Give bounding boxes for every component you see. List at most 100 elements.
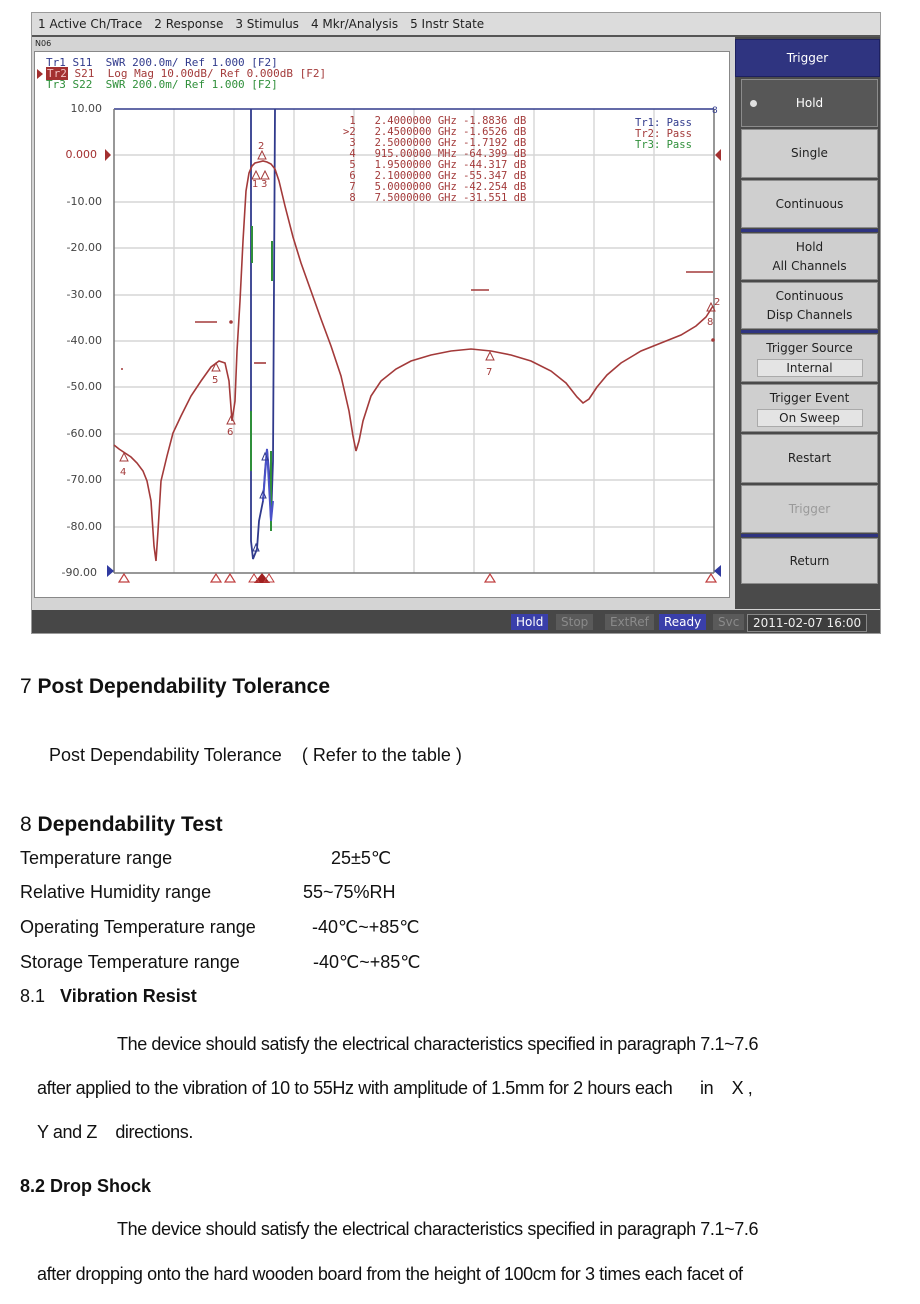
svg-text:5: 5: [212, 375, 218, 386]
status-svc: Svc: [713, 614, 745, 630]
y-tick: 10.00: [70, 102, 103, 115]
svg-text:3 2.5000000 GHz -1.7192 dB: 3 2.5000000 GHz -1.7192 dB: [343, 137, 526, 149]
softkey-restart[interactable]: Restart: [741, 434, 878, 483]
menu-instr-state[interactable]: 5 Instr State: [410, 17, 485, 31]
vna-screen: 1 Active Ch/Trace 2 Response 3 Stimulus …: [31, 12, 881, 634]
svg-text:>2 2.4500000 GHz -1.6526 dB: >2 2.4500000 GHz -1.6526 dB: [343, 126, 526, 138]
svg-text:Tr2: Pass: Tr2: Pass: [635, 128, 692, 140]
paragraph-line: The device should satisfy the electrical…: [117, 1219, 759, 1239]
section-number: 8: [20, 813, 32, 836]
trace-1-swr: [250, 108, 276, 560]
trace-1-id: Tr1: [46, 56, 66, 69]
section-8-1-heading: 8.1 Vibration Resist: [20, 986, 197, 1007]
trace-2-header[interactable]: Tr2 S21 Log Mag 10.00dB/ Ref 0.000dB [F2…: [46, 67, 327, 80]
section-8-2-heading: 8.2 Drop Shock: [20, 1176, 152, 1196]
softkey-single[interactable]: Single: [741, 129, 878, 178]
svg-text:2: 2: [258, 141, 264, 152]
section-title: Vibration Resist: [60, 986, 197, 1006]
section-title: Post Dependability Tolerance: [37, 675, 331, 698]
status-hold: Hold: [511, 614, 549, 630]
status-extref: ExtRef: [605, 614, 654, 630]
ref-level-arrow-icon: [105, 149, 111, 161]
paragraph-line: Y and Z directions.: [37, 1122, 193, 1142]
softkey-label: Hold: [795, 95, 824, 110]
svg-text:2: 2: [714, 297, 720, 308]
softkey-hold[interactable]: Hold: [741, 79, 878, 127]
svg-text:Tr3: Pass: Tr3: Pass: [635, 139, 692, 151]
trace-1-settings: S11 SWR 200.0m/ Ref 1.000 [F2]: [65, 56, 278, 69]
marker-position-indicators: [117, 572, 718, 583]
plot-grid: [114, 109, 714, 573]
y-tick: -30.00: [66, 288, 102, 301]
trigger-event-value: On Sweep: [756, 409, 863, 427]
status-datetime: 2011-02-07 16:00: [747, 614, 868, 632]
spec-value: 55~75%RH: [303, 882, 396, 902]
svg-text:6: 6: [227, 427, 233, 438]
scale-bottom-arrow-icon: [107, 565, 114, 577]
softkey-label: Continuous: [775, 288, 844, 303]
svg-text:3: 3: [261, 179, 267, 190]
spec-value: -40℃~+85℃: [313, 952, 421, 972]
y-tick: -40.00: [66, 334, 102, 347]
softkey-label: All Channels: [772, 258, 847, 273]
menu-stimulus[interactable]: 3 Stimulus: [235, 17, 299, 31]
trace-3-header[interactable]: Tr3 S22 SWR 200.0m/ Ref 1.000 [F2]: [46, 79, 278, 90]
menu-active-ch-trace[interactable]: 1 Active Ch/Trace: [38, 17, 143, 31]
y-tick: -90.00: [61, 566, 97, 579]
paragraph-line: after applied to the vibration of 10 to …: [37, 1078, 753, 1098]
channel-panel: N06 Tr1 S11 SWR 200.0m/ Ref 1.000 [F2] T…: [32, 37, 732, 630]
trace-2-s21: [113, 160, 714, 562]
softkey-label: Trigger Event: [769, 391, 850, 405]
softkey-menu-title: Trigger: [735, 39, 880, 77]
softkey-continuous-disp-channels[interactable]: Continuous Disp Channels: [741, 282, 878, 329]
y-tick: -20.00: [66, 241, 102, 254]
softkey-hold-all-channels[interactable]: Hold All Channels: [741, 233, 878, 280]
y-tick: -60.00: [66, 427, 102, 440]
instrument-status-bar: Hold Stop ExtRef Ready Svc 2011-02-07 16…: [32, 610, 880, 633]
spec-value: -40℃~+85℃: [312, 917, 420, 937]
softkey-continuous[interactable]: Continuous: [741, 180, 878, 228]
marker-table: 1 2.4000000 GHz -1.8836 dB >2 2.4500000 …: [343, 115, 526, 204]
section-7-heading: 7 Post Dependability Tolerance: [20, 675, 330, 699]
status-stop: Stop: [556, 614, 594, 630]
svg-text:1: 1: [252, 179, 258, 190]
trace-markers: 2 1 3 4 5 6 7 8 2: [119, 141, 720, 478]
softkey-label: Hold: [795, 239, 824, 254]
section-number: 8.1: [20, 986, 46, 1006]
softkey-panel: Trigger Hold Single Continuous Hold All …: [735, 37, 880, 609]
svg-text:8 7.5000000 GHz -31.551 dB: 8 7.5000000 GHz -31.551 dB: [343, 192, 526, 204]
spec-label: Relative Humidity range: [20, 882, 212, 902]
ref-position-arrow-icon: [715, 149, 721, 161]
trigger-source-value: Internal: [756, 359, 863, 377]
svg-text:8: 8: [712, 106, 718, 116]
trace-1-header[interactable]: Tr1 S11 SWR 200.0m/ Ref 1.000 [F2]: [46, 57, 278, 68]
svg-text:7 5.0000000 GHz -42.254 dB: 7 5.0000000 GHz -42.254 dB: [343, 181, 526, 193]
softkey-trigger-source[interactable]: Trigger Source Internal: [741, 334, 878, 382]
y-tick: -70.00: [66, 473, 102, 486]
menu-mkr-analysis[interactable]: 4 Mkr/Analysis: [310, 17, 399, 31]
svg-text:5 1.9500000 GHz -44.317 dB: 5 1.9500000 GHz -44.317 dB: [343, 159, 526, 171]
channel-label: N06: [35, 39, 52, 48]
svg-text:7: 7: [486, 367, 492, 378]
section-8-heading: 8 Dependability Test: [20, 813, 223, 837]
section-7-body: Post Dependability Tolerance ( Refer to …: [49, 745, 462, 765]
menu-response[interactable]: 2 Response: [154, 17, 224, 31]
spec-label: Temperature range: [20, 848, 173, 868]
svg-text:8: 8: [707, 317, 713, 328]
scale-bottom-right-arrow-icon: [714, 565, 721, 577]
svg-text:4 915.00000 MHz -64.399 dB: 4 915.00000 MHz -64.399 dB: [343, 148, 526, 160]
trace-3-id: Tr3: [46, 78, 66, 91]
svg-text:Tr1: Pass: Tr1: Pass: [635, 117, 692, 129]
trace-plot[interactable]: 8 2 1 3 4: [32, 37, 732, 611]
y-tick: -50.00: [66, 380, 102, 393]
menu-bar: 1 Active Ch/Trace 2 Response 3 Stimulus …: [32, 13, 880, 37]
active-trace-arrow-icon: [37, 69, 43, 79]
limit-test-status: Tr1: Pass Tr2: Pass Tr3: Pass: [635, 117, 692, 151]
trace-2-settings: S21 Log Mag 10.00dB/ Ref 0.000dB [F2]: [67, 67, 327, 80]
softkey-return[interactable]: Return: [741, 538, 878, 584]
softkey-trigger[interactable]: Trigger: [741, 485, 878, 533]
softkey-trigger-event[interactable]: Trigger Event On Sweep: [741, 384, 878, 432]
trace-3-settings: S22 SWR 200.0m/ Ref 1.000 [F2]: [65, 78, 278, 91]
selected-radio-icon: [750, 100, 757, 107]
spec-label: Storage Temperature range: [20, 952, 240, 972]
